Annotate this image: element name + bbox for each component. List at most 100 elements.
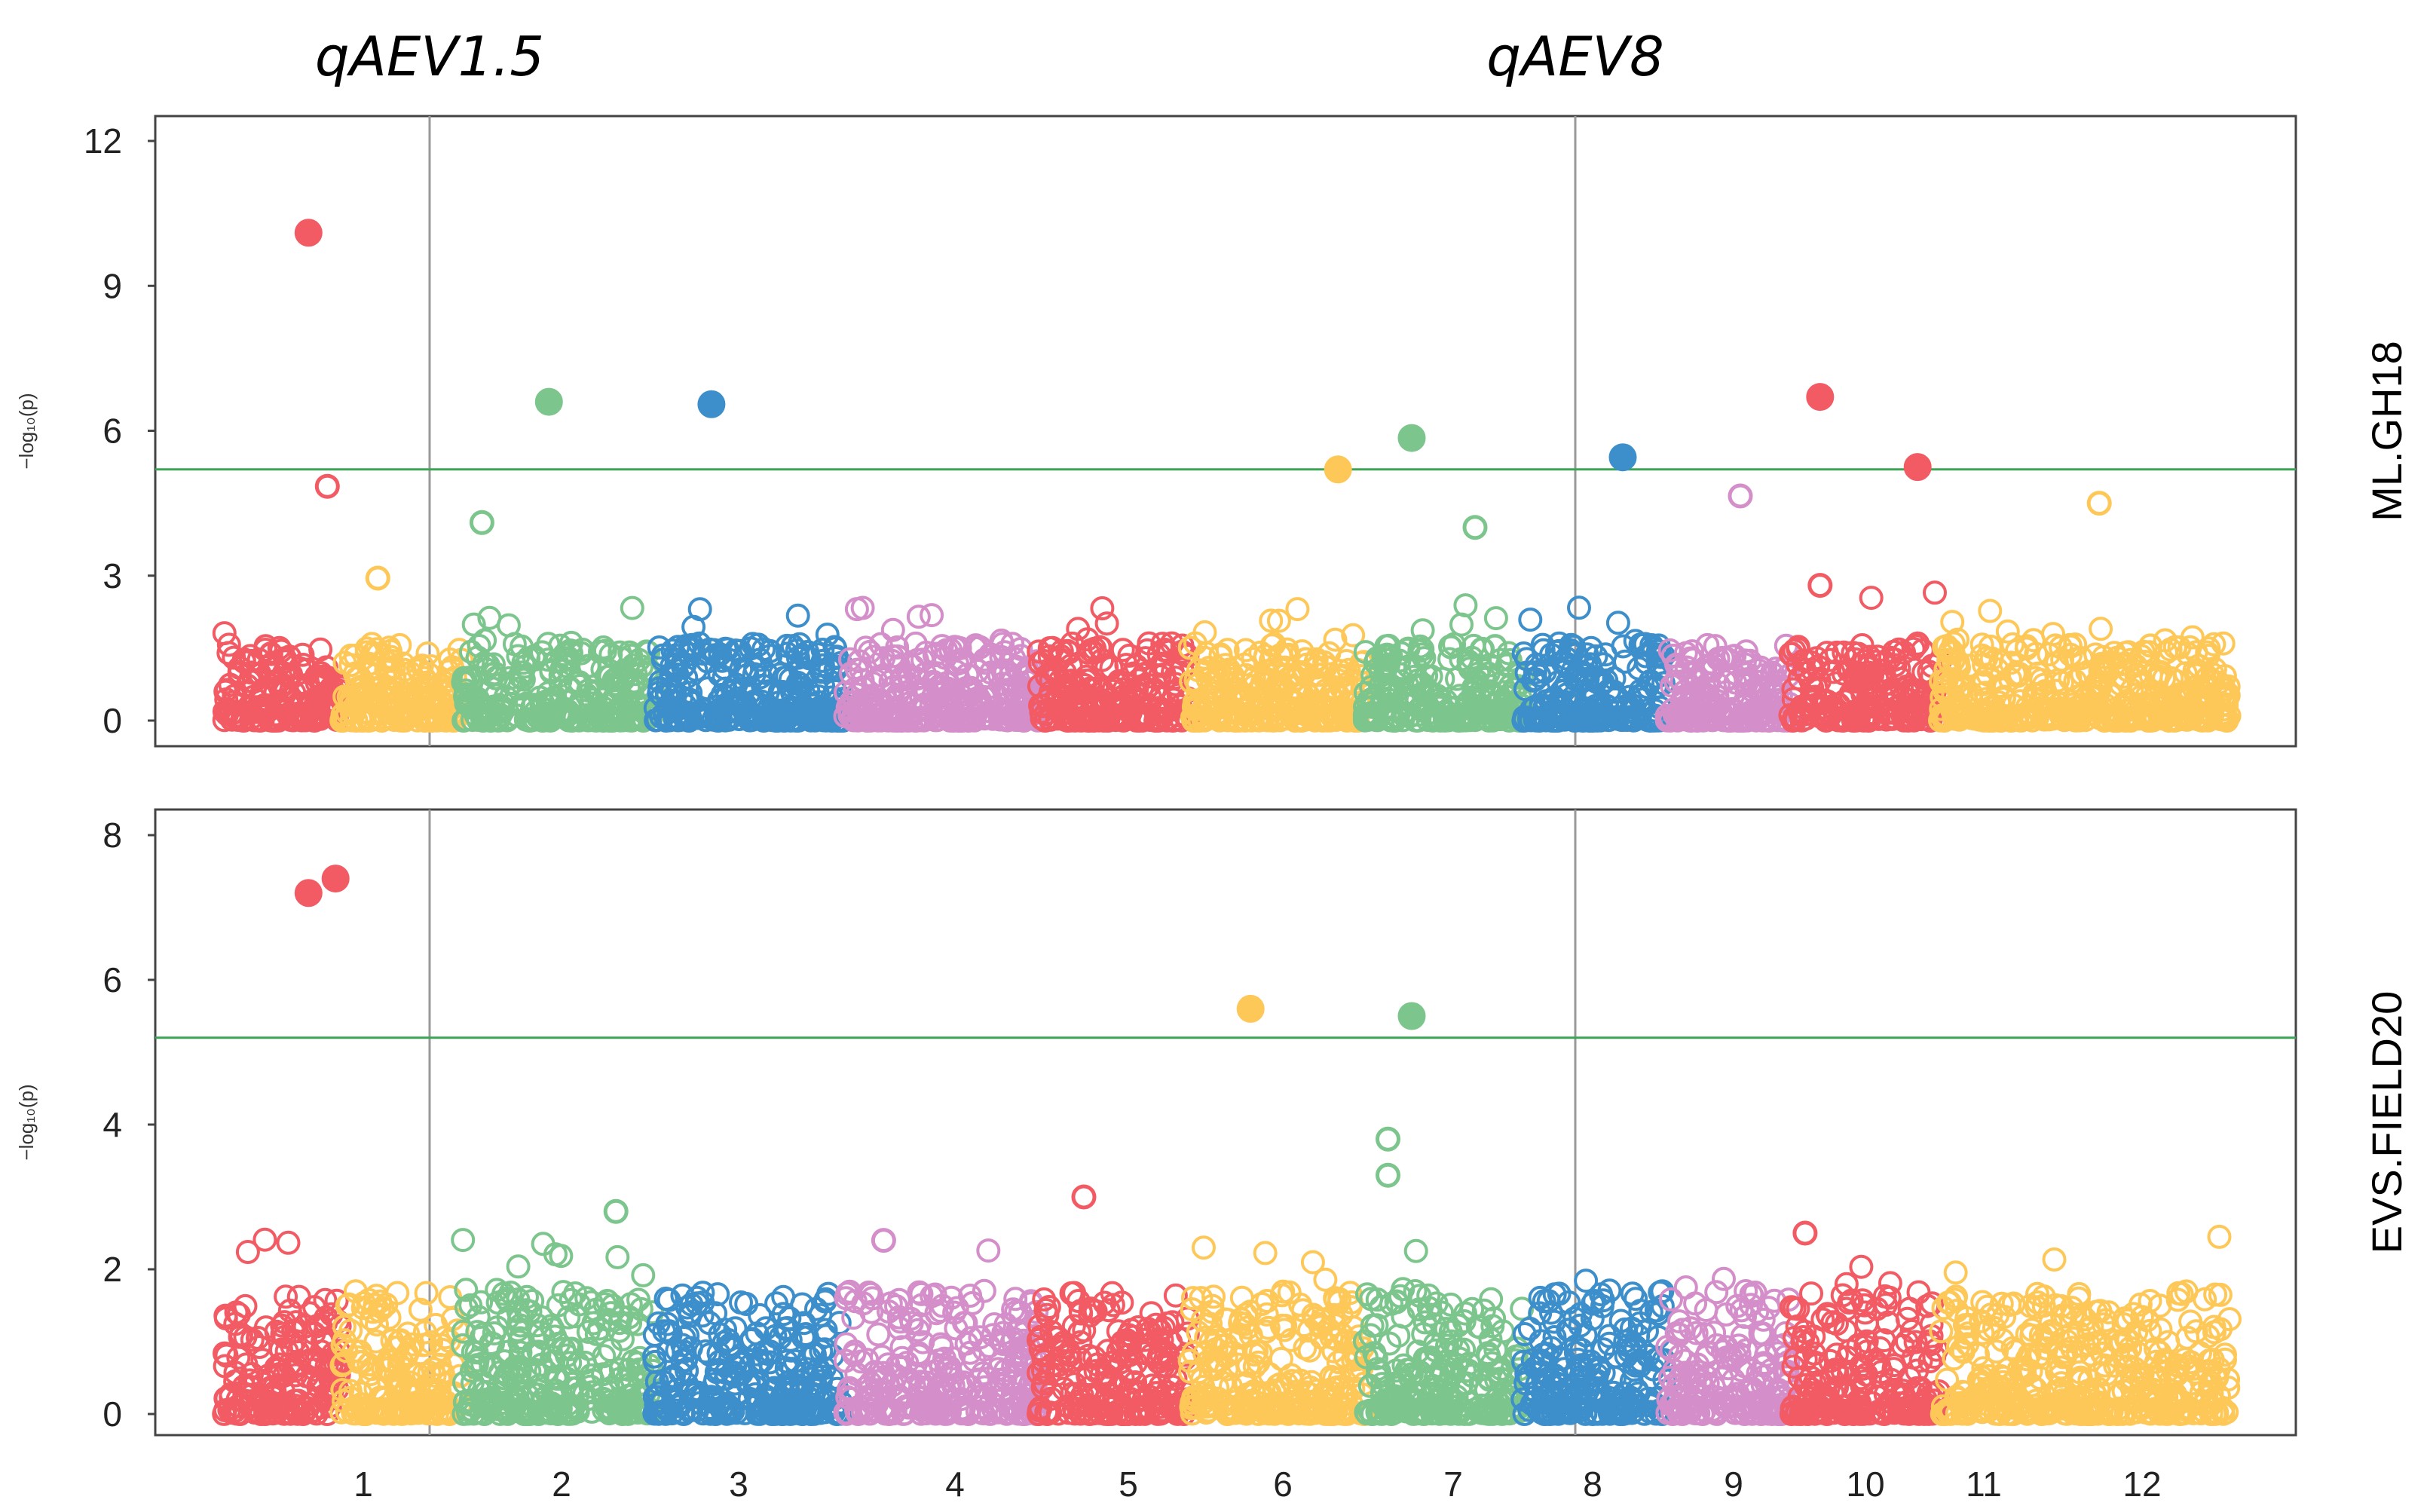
top-snp-point — [365, 565, 390, 591]
snp-point — [1066, 617, 1091, 641]
top-snp-point — [1324, 455, 1352, 484]
snp-point — [559, 630, 583, 655]
snp-point — [1192, 1235, 1216, 1260]
snp-point — [839, 661, 863, 686]
snp-point — [248, 683, 273, 708]
snp-point — [880, 675, 905, 700]
snp-point — [1253, 1241, 1278, 1266]
snp-point — [1145, 707, 1170, 732]
snp-point — [1428, 707, 1452, 732]
snp-point — [1192, 620, 1217, 644]
snp-point — [1262, 632, 1287, 657]
snp-point — [1550, 705, 1575, 730]
snp-point — [791, 663, 816, 687]
snp-point — [252, 1227, 277, 1252]
snp-point — [1793, 661, 1818, 685]
y-tick-label: 0 — [103, 701, 122, 740]
snp-point — [548, 669, 573, 694]
qtl-labels: qAEV1.5 qAEV8 — [315, 25, 1664, 88]
snp-point — [1995, 619, 2020, 644]
snp-point — [1110, 638, 1135, 663]
snp-point — [574, 703, 598, 728]
snp-point — [742, 689, 767, 714]
snp-point — [624, 670, 649, 695]
y-tick-label: 9 — [103, 266, 122, 305]
top-snp-point — [1728, 483, 1753, 509]
snp-point — [1131, 705, 1156, 730]
snp-point — [1206, 667, 1231, 692]
snp-point — [1125, 676, 1149, 701]
snp-point — [264, 708, 289, 733]
snp-point — [1180, 705, 1204, 730]
y-tick-label: 8 — [103, 816, 122, 855]
snp-point — [1378, 687, 1403, 712]
snp-point — [1614, 708, 1639, 732]
snp-point — [1523, 695, 1547, 720]
snp-point — [338, 643, 363, 668]
snp-point — [533, 705, 558, 730]
snp-point — [506, 1254, 531, 1279]
snp-point — [279, 663, 304, 687]
snp-point — [220, 707, 244, 732]
snp-point — [384, 680, 409, 705]
snp-point — [1299, 690, 1324, 715]
snp-point — [549, 657, 574, 682]
snp-point — [947, 636, 972, 660]
snp-point — [1821, 660, 1846, 684]
snp-point — [454, 671, 479, 696]
snp-point — [817, 656, 842, 681]
snp-point — [591, 708, 616, 733]
snp-point — [1476, 661, 1501, 686]
snp-point — [1294, 696, 1319, 721]
snp-point — [1547, 638, 1572, 663]
snp-point — [1066, 706, 1091, 731]
snp-point — [332, 650, 357, 675]
snp-point — [1409, 642, 1434, 667]
snp-point — [748, 647, 773, 672]
snp-point — [1786, 653, 1810, 677]
snp-point — [972, 1278, 996, 1303]
snp-point — [1815, 704, 1840, 729]
snp-point — [1617, 684, 1642, 709]
snp-point — [1323, 627, 1348, 652]
snp-point — [1313, 1267, 1338, 1292]
snp-point — [1090, 693, 1115, 718]
snp-point — [1334, 672, 1359, 696]
snp-point — [631, 709, 656, 733]
snp-point — [1559, 705, 1584, 730]
snp-point — [215, 702, 240, 727]
snp-point — [476, 653, 500, 678]
snp-point — [1734, 662, 1759, 687]
top-points — [294, 219, 2112, 598]
snp-point — [1752, 708, 1777, 733]
snp-point — [751, 637, 776, 662]
snp-point — [976, 1238, 1001, 1263]
snp-point — [1435, 707, 1459, 732]
snp-point — [1245, 686, 1270, 710]
snp-point — [458, 639, 483, 664]
qtl-label-qaev1-5: qAEV1.5 — [315, 25, 544, 88]
snp-point — [277, 644, 302, 669]
y-tick-label: 6 — [103, 960, 122, 999]
snp-point — [1152, 662, 1177, 687]
snp-point — [708, 698, 733, 723]
y-tick-label: 6 — [103, 412, 122, 451]
snp-point — [1365, 708, 1390, 733]
snp-points — [212, 1224, 2242, 1426]
snp-point — [1819, 694, 1844, 719]
snp-point — [1391, 686, 1415, 711]
snp-point — [1630, 633, 1654, 657]
snp-point — [1122, 661, 1146, 686]
snp-point — [592, 638, 617, 663]
snp-point — [470, 708, 494, 732]
snp-point — [1177, 635, 1202, 660]
snp-point — [1695, 703, 1720, 727]
snp-point — [1615, 693, 1640, 718]
snp-point — [1978, 598, 2003, 623]
snp-point — [1044, 689, 1069, 713]
snp-point — [657, 695, 682, 719]
snp-point — [1388, 662, 1412, 687]
snp-point — [768, 705, 793, 729]
